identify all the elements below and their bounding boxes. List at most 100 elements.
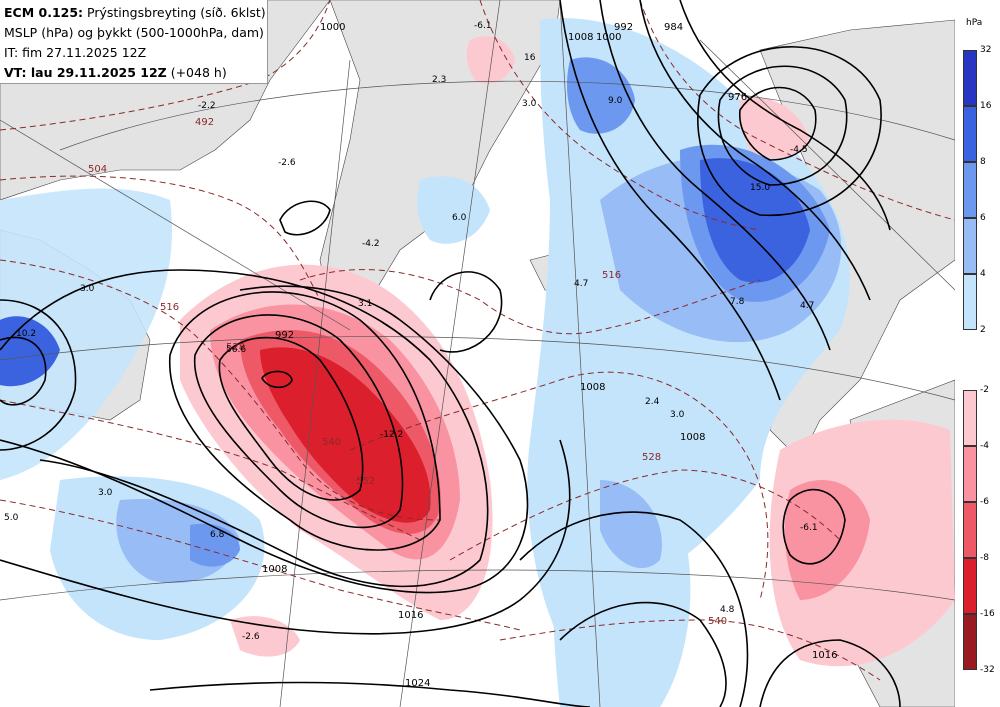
fall-area-east-mid bbox=[784, 480, 870, 600]
legend-rise-swatch bbox=[963, 274, 977, 330]
legend-fall-label: -8 bbox=[980, 553, 989, 563]
legend-unit: hPa bbox=[966, 18, 983, 28]
tendency-label: 3.0 bbox=[98, 488, 113, 498]
thickness-line-2 bbox=[0, 175, 321, 301]
legend-rise-swatch bbox=[963, 162, 977, 218]
grid-meridian-5 bbox=[0, 119, 351, 331]
legend-rise-label: 16 bbox=[980, 101, 992, 111]
grid-parallel-1 bbox=[59, 80, 955, 151]
isobar-1000 bbox=[0, 269, 489, 588]
isobar-south-2 bbox=[559, 601, 727, 707]
legend-fall-label: -2 bbox=[980, 385, 989, 395]
isobar-label: 992 bbox=[614, 22, 633, 33]
legend-rise-label: 4 bbox=[980, 269, 986, 279]
isobar-scand-low-2 bbox=[717, 65, 848, 186]
isobar-label: 992 bbox=[275, 330, 294, 341]
map-title-box: ECM 0.125: Prýstingsbreyting (síð. 6klst… bbox=[0, 0, 268, 84]
valid-time: VT: lau 29.11.2025 12Z bbox=[4, 65, 167, 80]
model-name: ECM 0.125: bbox=[4, 5, 84, 20]
thickness-label: 540 bbox=[322, 437, 341, 448]
isobar-label: 984 bbox=[664, 22, 683, 33]
thickness-label: 516 bbox=[602, 270, 621, 281]
thickness-line-3 bbox=[0, 259, 441, 521]
legend-fall-label: -6 bbox=[980, 497, 989, 507]
fall-area-south-small bbox=[230, 616, 300, 657]
tendency-label: 7.8 bbox=[730, 297, 745, 307]
isobar-low-labrador-1 bbox=[0, 336, 47, 406]
rise-area-south bbox=[552, 448, 691, 707]
isobar-low-2 bbox=[193, 314, 404, 529]
legend-rise-label: 2 bbox=[980, 325, 986, 335]
legend-fall-swatch bbox=[963, 390, 977, 446]
tendency-label: 15.0 bbox=[750, 183, 770, 193]
tendency-label: -2.6 bbox=[278, 158, 296, 168]
isobar-east-3 bbox=[639, 0, 871, 301]
grid-meridian-1 bbox=[559, 0, 601, 707]
color-legend bbox=[955, 0, 1000, 707]
legend-fall-swatch bbox=[963, 502, 977, 558]
weather-map: 1000 992 1008 1016 1024 1008 1000 992 98… bbox=[0, 0, 955, 707]
isobar-label: 1016 bbox=[398, 610, 423, 621]
thickness-line-7 bbox=[349, 371, 769, 601]
tendency-labels: -6.1 2.3 16 3.0 -2.2 -2.6 -4.2 6.0 9.0 -… bbox=[4, 21, 818, 642]
thickness-label: 504 bbox=[88, 164, 107, 175]
isobar-1016 bbox=[0, 439, 571, 635]
legend-fall-label: -16 bbox=[980, 609, 995, 619]
tendency-label: -2.2 bbox=[198, 101, 216, 111]
isobar-scand-low-3 bbox=[697, 46, 882, 217]
grid-parallel-2 bbox=[0, 336, 955, 401]
isobar-label: 1000 bbox=[596, 32, 621, 43]
isobar-1024 bbox=[149, 681, 591, 707]
thickness-line-10 bbox=[639, 0, 955, 221]
isobar-south-1 bbox=[519, 511, 749, 707]
rise-area-greenland-north bbox=[567, 57, 635, 134]
rise-area-south-mid bbox=[600, 480, 662, 569]
isobar-labels: 1000 992 1008 1016 1024 1008 1000 992 98… bbox=[262, 22, 837, 689]
tendency-label: -4.5 bbox=[790, 145, 808, 155]
isobar-label: 1024 bbox=[405, 678, 430, 689]
isobar-label: 976 bbox=[728, 92, 747, 103]
legend-fall-label: -32 bbox=[980, 665, 995, 675]
isobar-east-1 bbox=[559, 0, 781, 401]
tendency-label: -6.1 bbox=[800, 523, 818, 533]
isobar-label: 1008 bbox=[680, 432, 705, 443]
isobar-scand-low-1 bbox=[739, 86, 817, 161]
isobar-east-2 bbox=[599, 0, 831, 351]
fall-area-scand-north bbox=[739, 97, 810, 159]
isobar-east-4 bbox=[679, 0, 891, 231]
tendency-label: 4.7 bbox=[574, 279, 588, 289]
field-name: Prýstingsbreyting (síð. 6klst) bbox=[83, 5, 266, 20]
legend-rise-label: 8 bbox=[980, 157, 986, 167]
pressure-fall-shading bbox=[180, 36, 955, 667]
isobar-low-core bbox=[261, 370, 293, 389]
rise-area-norwegian-core bbox=[700, 158, 810, 283]
tendency-label: 16 bbox=[524, 53, 536, 63]
tendency-label: 3.0 bbox=[80, 284, 95, 294]
tendency-label: 5.0 bbox=[4, 513, 19, 523]
tendency-label: 3.0 bbox=[670, 410, 685, 420]
tendency-label: 6.8 bbox=[210, 530, 225, 540]
thickness-label: 552 bbox=[356, 476, 375, 487]
grid-meridian-4 bbox=[699, 39, 955, 291]
tendency-label: -12.2 bbox=[380, 430, 403, 440]
thickness-label: 516 bbox=[160, 302, 179, 313]
thickness-line-8 bbox=[449, 469, 841, 561]
lat-lon-grid bbox=[0, 0, 955, 707]
isobar-label: 1008 bbox=[580, 382, 605, 393]
tendency-label: 6.0 bbox=[452, 213, 467, 223]
tendency-label: 9.0 bbox=[608, 96, 623, 106]
rise-area-baffin bbox=[417, 176, 490, 244]
tendency-label: 4.8 bbox=[720, 605, 735, 615]
legend-fall-swatch bbox=[963, 446, 977, 502]
fall-area-main-8 bbox=[260, 347, 431, 523]
title-line-1: ECM 0.125: Prýstingsbreyting (síð. 6klst… bbox=[4, 3, 267, 23]
title-line-4: VT: lau 29.11.2025 12Z (+048 h) bbox=[4, 63, 267, 83]
isobar-label: 1008 bbox=[568, 32, 593, 43]
legend-rise-swatch bbox=[963, 218, 977, 274]
isobar-low-3 bbox=[169, 291, 441, 551]
legend-rise-swatch bbox=[963, 50, 977, 106]
grid-meridian-3 bbox=[279, 59, 351, 707]
thickness-labels: 492 504 516 528 540 552 564 540 516 528 … bbox=[88, 117, 727, 627]
forecast-step: (+048 h) bbox=[166, 65, 227, 80]
legend-fall-swatch bbox=[963, 558, 977, 614]
